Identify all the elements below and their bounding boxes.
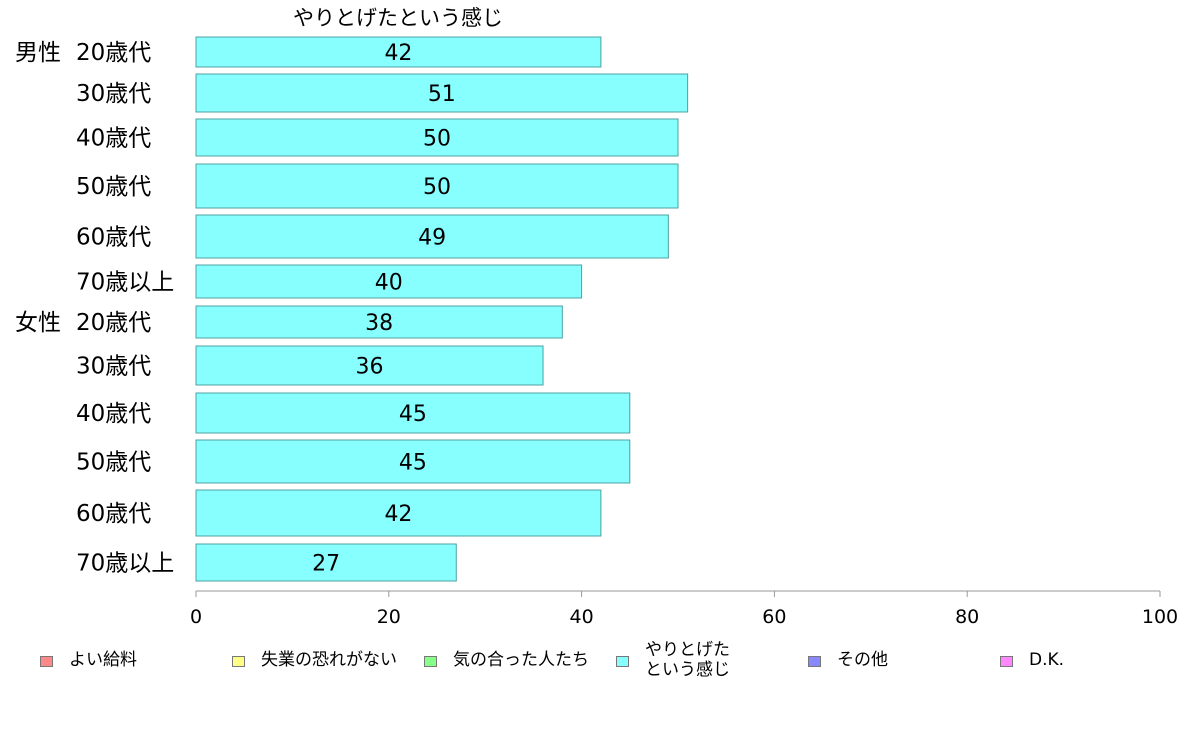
legend-item: やりとげた という感じ [616, 640, 730, 680]
x-axis: 0 20 40 60 80 100 [190, 590, 1178, 628]
bar-value-label: 49 [418, 226, 446, 251]
category-label: 20歳代 [76, 310, 151, 336]
legend-swatch [1000, 656, 1013, 667]
legend-label: D.K. [1029, 650, 1065, 670]
legend-item: 気の合った人たち [424, 640, 589, 670]
category-label: 40歳代 [76, 126, 151, 152]
x-tick-label: 80 [955, 606, 979, 628]
bar-male-4 [195, 214, 669, 259]
bar-female-3 [195, 439, 631, 484]
category-label: 20歳代 [76, 40, 151, 66]
legend-swatch [424, 656, 437, 667]
bar-value-label: 40 [375, 271, 403, 296]
legend-swatch [40, 656, 53, 667]
bar-female-2 [195, 392, 631, 434]
bar-value-label: 42 [384, 502, 412, 527]
bar-female-1 [195, 345, 544, 386]
bar-male-3 [195, 163, 679, 209]
x-tick-label: 100 [1142, 606, 1178, 628]
legend-swatch [616, 656, 629, 667]
bar-value-label: 45 [399, 451, 427, 476]
bar-value-label: 50 [423, 175, 451, 200]
category-label: 30歳代 [76, 81, 151, 107]
legend-item: 失業の恐れがない [232, 640, 397, 670]
legend-item: D.K. [1000, 640, 1064, 670]
legend-label: 失業の恐れがない [261, 650, 397, 670]
legend-swatch [232, 656, 245, 667]
legend-item: その他 [808, 640, 888, 670]
bar-male-1 [195, 73, 689, 113]
group-label: 男性 [15, 40, 61, 66]
category-label: 30歳代 [76, 354, 151, 380]
legend-label: 気の合った人たち [453, 650, 589, 670]
x-tick-label: 60 [762, 606, 786, 628]
bar-value-label: 38 [365, 311, 393, 336]
bar-value-label: 50 [423, 127, 451, 152]
category-label: 50歳代 [76, 174, 151, 200]
bar-male-0 [195, 36, 602, 68]
bar-chart: やりとげたという感じ 4220歳代男性5130歳代5040歳代5050歳代496… [15, 6, 1178, 628]
legend-label: よい給料 [69, 650, 137, 670]
legend-label: その他 [837, 650, 888, 670]
bar-value-label: 36 [356, 355, 384, 380]
bar-value-label: 45 [399, 402, 427, 427]
x-tick-label: 20 [377, 606, 401, 628]
category-label: 70歳以上 [76, 551, 174, 577]
bar-value-label: 27 [312, 552, 340, 577]
category-label: 60歳代 [76, 225, 151, 251]
group-label: 女性 [15, 310, 61, 336]
x-tick-label: 40 [570, 606, 594, 628]
bar-female-0 [195, 305, 563, 339]
bars: 4220歳代男性5130歳代5040歳代5050歳代4960歳代4070歳以上3… [15, 36, 689, 582]
bar-female-5 [195, 543, 457, 582]
category-label: 60歳代 [76, 501, 151, 527]
legend-item: よい給料 [40, 640, 137, 670]
legend-swatch [808, 656, 821, 667]
x-tick-label: 0 [190, 606, 202, 628]
bar-value-label: 42 [384, 41, 412, 66]
bar-male-5 [195, 264, 583, 299]
category-label: 40歳代 [76, 401, 151, 427]
category-label: 70歳以上 [76, 270, 174, 296]
category-label: 50歳代 [76, 450, 151, 476]
bar-female-4 [195, 489, 602, 537]
chart-title: やりとげたという感じ [293, 6, 503, 30]
bar-male-2 [195, 118, 679, 157]
bar-value-label: 51 [428, 82, 456, 107]
legend: よい給料 失業の恐れがない 気の合った人たち やりとげた という感じ その他 D.K. [0, 640, 1188, 690]
legend-label: やりとげた という感じ [645, 640, 730, 680]
